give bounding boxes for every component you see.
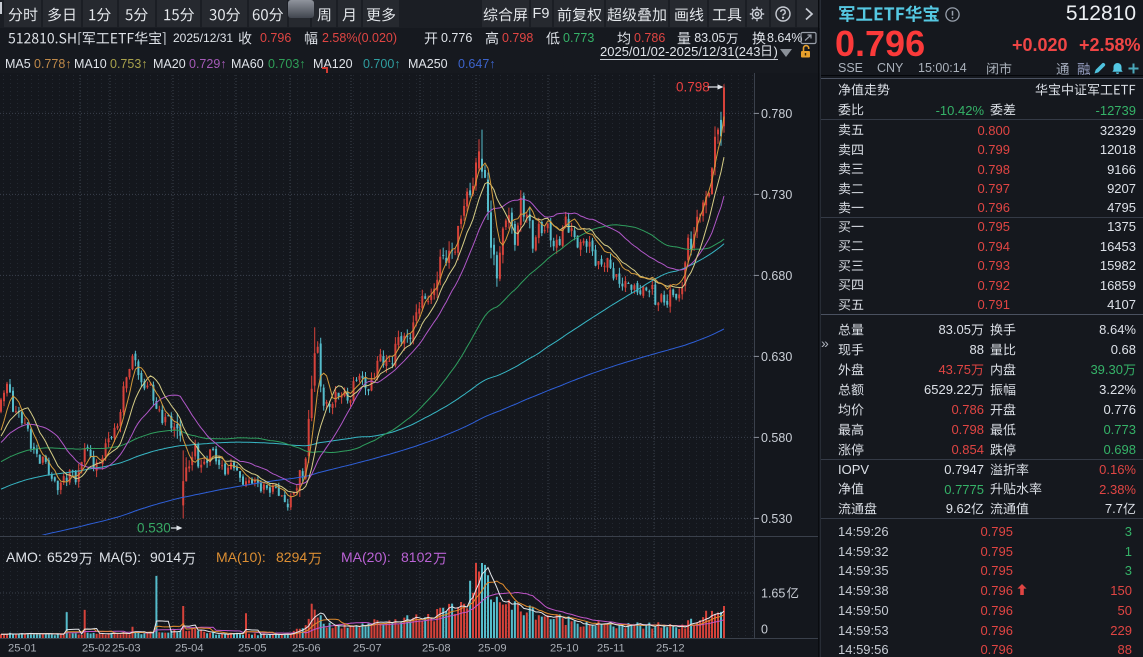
svg-text:25-08: 25-08: [422, 643, 451, 655]
svg-text:25-09: 25-09: [478, 643, 507, 655]
svg-text:0.780: 0.780: [761, 107, 792, 121]
svg-text:0.630: 0.630: [761, 350, 792, 364]
svg-text:25-12: 25-12: [656, 643, 685, 655]
svg-text:25-05: 25-05: [238, 643, 267, 655]
svg-text:0.530: 0.530: [761, 512, 792, 526]
svg-text:0.680: 0.680: [761, 269, 792, 283]
svg-text:25-07: 25-07: [353, 643, 382, 655]
svg-text:0: 0: [761, 623, 768, 637]
svg-text:25-11: 25-11: [597, 643, 625, 655]
svg-text:MA(5):: MA(5):: [99, 549, 141, 565]
svg-text:0.730: 0.730: [761, 188, 792, 202]
svg-text:6529: 6529: [47, 549, 78, 565]
svg-text:25-04: 25-04: [175, 643, 204, 655]
svg-text:25-02: 25-02: [82, 643, 111, 655]
svg-text:0.798: 0.798: [676, 80, 710, 95]
svg-text:MA(20):: MA(20):: [341, 549, 391, 565]
svg-text:1.65: 1.65: [761, 587, 785, 601]
svg-text:25-03: 25-03: [112, 643, 141, 655]
svg-text:0.580: 0.580: [761, 431, 792, 445]
svg-text:8294: 8294: [276, 549, 307, 565]
svg-text:9014: 9014: [150, 549, 181, 565]
svg-text:25-10: 25-10: [550, 643, 579, 655]
svg-text:MA(10):: MA(10):: [216, 549, 266, 565]
svg-text:0.530: 0.530: [137, 521, 171, 536]
svg-text:AMO:: AMO:: [6, 549, 42, 565]
svg-text:25-06: 25-06: [292, 643, 321, 655]
svg-text:8102: 8102: [401, 549, 432, 565]
svg-text:25-01: 25-01: [8, 643, 37, 655]
